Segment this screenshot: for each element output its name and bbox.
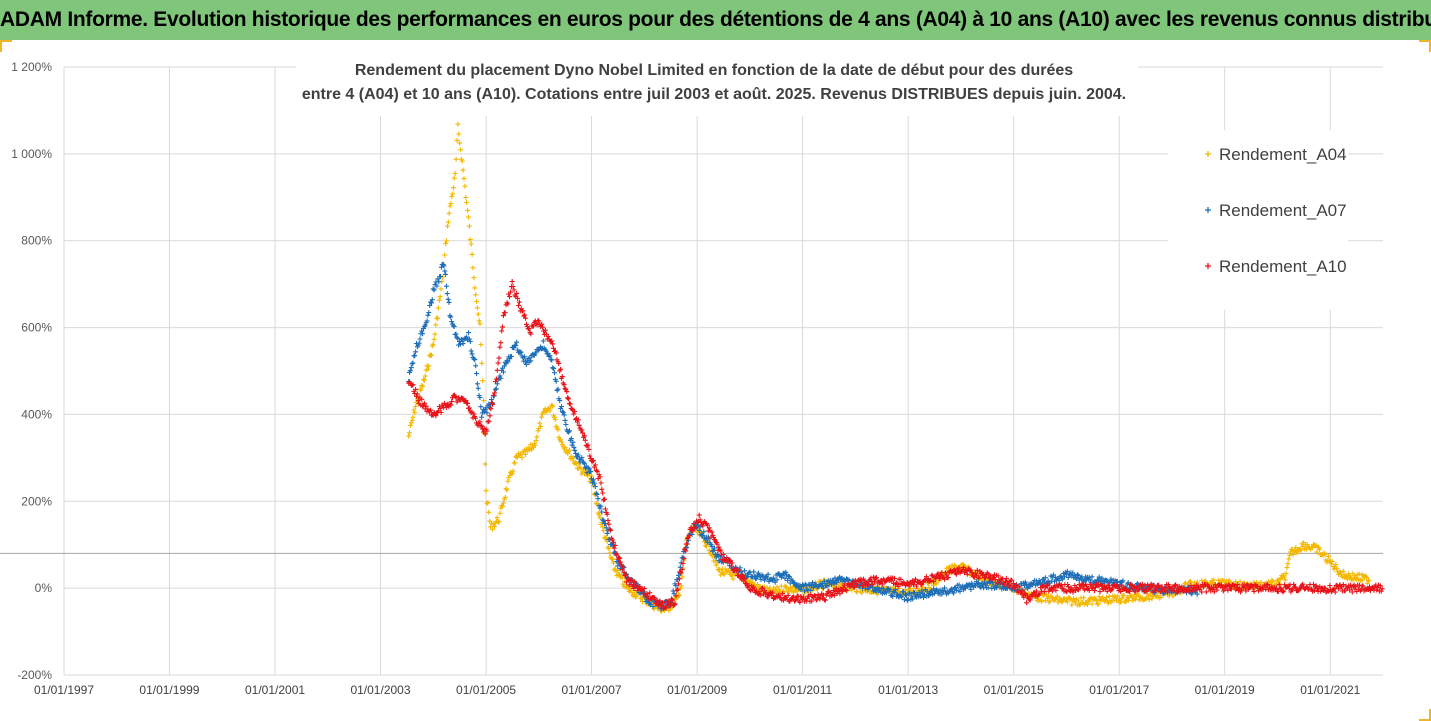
x-tick-label: 01/01/2001 bbox=[245, 683, 305, 697]
y-tick-label: 1 000% bbox=[11, 147, 52, 161]
chart-title-line: entre 4 (A04) et 10 ans (A10). Cotations… bbox=[302, 86, 1126, 103]
x-tick-label: 01/01/2003 bbox=[350, 683, 410, 697]
legend-label: Rendement_A10 bbox=[1219, 257, 1347, 276]
legend-background bbox=[1168, 130, 1348, 310]
series-markers-rendement_a10 bbox=[406, 279, 1385, 611]
banner-corner-top-left bbox=[0, 40, 12, 52]
x-tick-label: 01/01/1999 bbox=[139, 683, 199, 697]
x-tick-label: 01/01/2011 bbox=[773, 683, 832, 697]
x-tick-label: 01/01/2007 bbox=[562, 683, 622, 697]
legend-label: Rendement_A04 bbox=[1219, 145, 1347, 164]
y-tick-label: 600% bbox=[21, 321, 52, 335]
y-tick-label: 0% bbox=[35, 581, 53, 595]
report-banner-title: ADAM Informe. Evolution historique des p… bbox=[0, 0, 1431, 40]
y-tick-label: 200% bbox=[21, 494, 52, 508]
x-tick-label: 01/01/2009 bbox=[667, 683, 727, 697]
y-tick-label: 400% bbox=[21, 407, 52, 421]
legend-marker-rendement_a04 bbox=[1205, 151, 1211, 157]
banner-corner-bottom-right bbox=[1419, 709, 1431, 721]
x-tick-label: 01/01/1997 bbox=[34, 683, 94, 697]
title-background bbox=[296, 54, 1138, 116]
performance-scatter-chart: 1 200%1 000%800%600%400%200%0%-200%01/01… bbox=[0, 54, 1385, 697]
x-tick-label: 01/01/2017 bbox=[1089, 683, 1149, 697]
legend-marker-rendement_a10 bbox=[1205, 263, 1211, 269]
x-tick-label: 01/01/2021 bbox=[1300, 683, 1360, 697]
x-tick-label: 01/01/2005 bbox=[456, 683, 516, 697]
y-tick-label: -200% bbox=[17, 668, 52, 682]
x-tick-label: 01/01/2019 bbox=[1195, 683, 1255, 697]
y-tick-label: 1 200% bbox=[11, 60, 52, 74]
banner-corner-top-right bbox=[1419, 40, 1431, 52]
x-tick-label: 01/01/2015 bbox=[984, 683, 1044, 697]
chart-title-line: Rendement du placement Dyno Nobel Limite… bbox=[355, 62, 1073, 79]
y-tick-label: 800% bbox=[21, 234, 52, 248]
legend-label: Rendement_A07 bbox=[1219, 201, 1347, 220]
x-tick-label: 01/01/2013 bbox=[878, 683, 938, 697]
legend-marker-rendement_a07 bbox=[1205, 207, 1211, 213]
